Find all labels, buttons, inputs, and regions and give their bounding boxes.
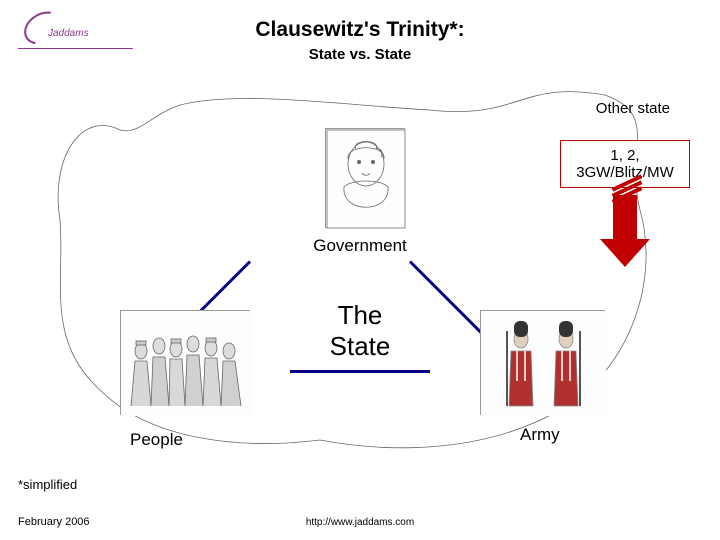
footnote: *simplified — [18, 477, 77, 492]
people-label: People — [130, 430, 183, 450]
page-subtitle: State vs. State — [0, 46, 720, 63]
arrow-head — [600, 239, 650, 267]
footer-date: February 2006 — [18, 516, 90, 528]
state-line2: State — [330, 331, 391, 362]
state-label: The State — [330, 300, 391, 362]
state-line1: The — [330, 300, 391, 331]
government-image — [325, 128, 405, 228]
army-image — [480, 310, 605, 415]
gw-box-line2: 3GW/Blitz/MW — [565, 164, 685, 181]
gw-box-line1: 1, 2, — [565, 147, 685, 164]
people-image — [120, 310, 250, 415]
other-state-label: Other state — [596, 100, 670, 117]
page-title: Clausewitz's Trinity*: — [0, 18, 720, 42]
army-label: Army — [520, 425, 560, 445]
footer-url: http://www.jaddams.com — [306, 517, 414, 528]
government-label: Government — [313, 236, 407, 256]
red-arrow-icon — [600, 195, 650, 275]
arrow-body — [613, 195, 637, 240]
triangle-edge-bottom — [290, 370, 430, 373]
